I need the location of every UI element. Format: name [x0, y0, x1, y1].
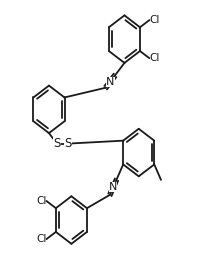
Text: N: N [106, 76, 115, 86]
Text: S: S [64, 137, 72, 150]
Text: Cl: Cl [149, 53, 160, 63]
Text: S: S [53, 137, 61, 150]
Text: Cl: Cl [36, 234, 47, 244]
Text: Cl: Cl [149, 15, 160, 25]
Text: N: N [109, 182, 118, 192]
Text: Cl: Cl [36, 196, 47, 206]
